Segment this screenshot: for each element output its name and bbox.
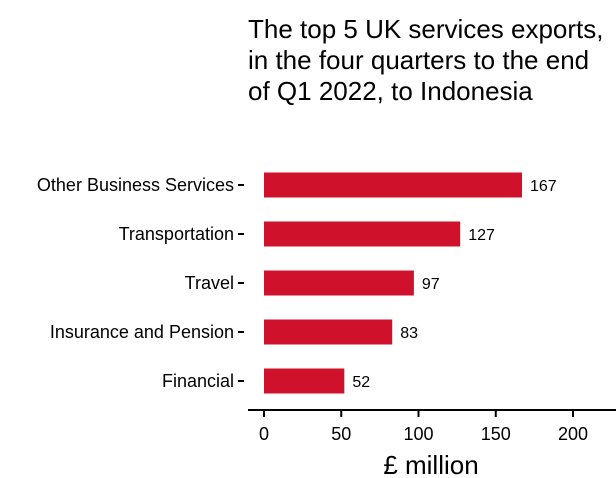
x-tick-label: 150	[481, 424, 511, 444]
category-label: Insurance and Pension	[50, 322, 234, 342]
data-label: 97	[422, 276, 440, 293]
bar	[264, 221, 461, 247]
category-label: Financial	[162, 371, 234, 391]
data-label: 167	[530, 178, 557, 195]
chart-title: The top 5 UK services exports, in the fo…	[248, 14, 604, 106]
data-label: 83	[400, 325, 418, 342]
x-tick-label: 100	[403, 424, 433, 444]
x-tick-label: 0	[259, 424, 269, 444]
bar	[264, 270, 414, 296]
x-axis-title: £ million	[383, 450, 478, 478]
category-label: Other Business Services	[37, 175, 234, 195]
data-label: 127	[468, 227, 495, 244]
data-label: 52	[352, 374, 370, 391]
x-axis: 0 50 100 150 200	[248, 409, 616, 444]
data-labels: 167 127 97 83 52	[352, 178, 556, 391]
x-tick-label: 50	[331, 424, 351, 444]
category-label: Transportation	[119, 224, 234, 244]
bars	[264, 172, 523, 394]
bar	[264, 319, 393, 345]
category-label: Travel	[185, 273, 234, 293]
bar	[264, 172, 523, 198]
bar	[264, 368, 345, 394]
x-tick-label: 200	[558, 424, 588, 444]
y-axis: Other Business Services Transportation Tra…	[37, 175, 244, 391]
